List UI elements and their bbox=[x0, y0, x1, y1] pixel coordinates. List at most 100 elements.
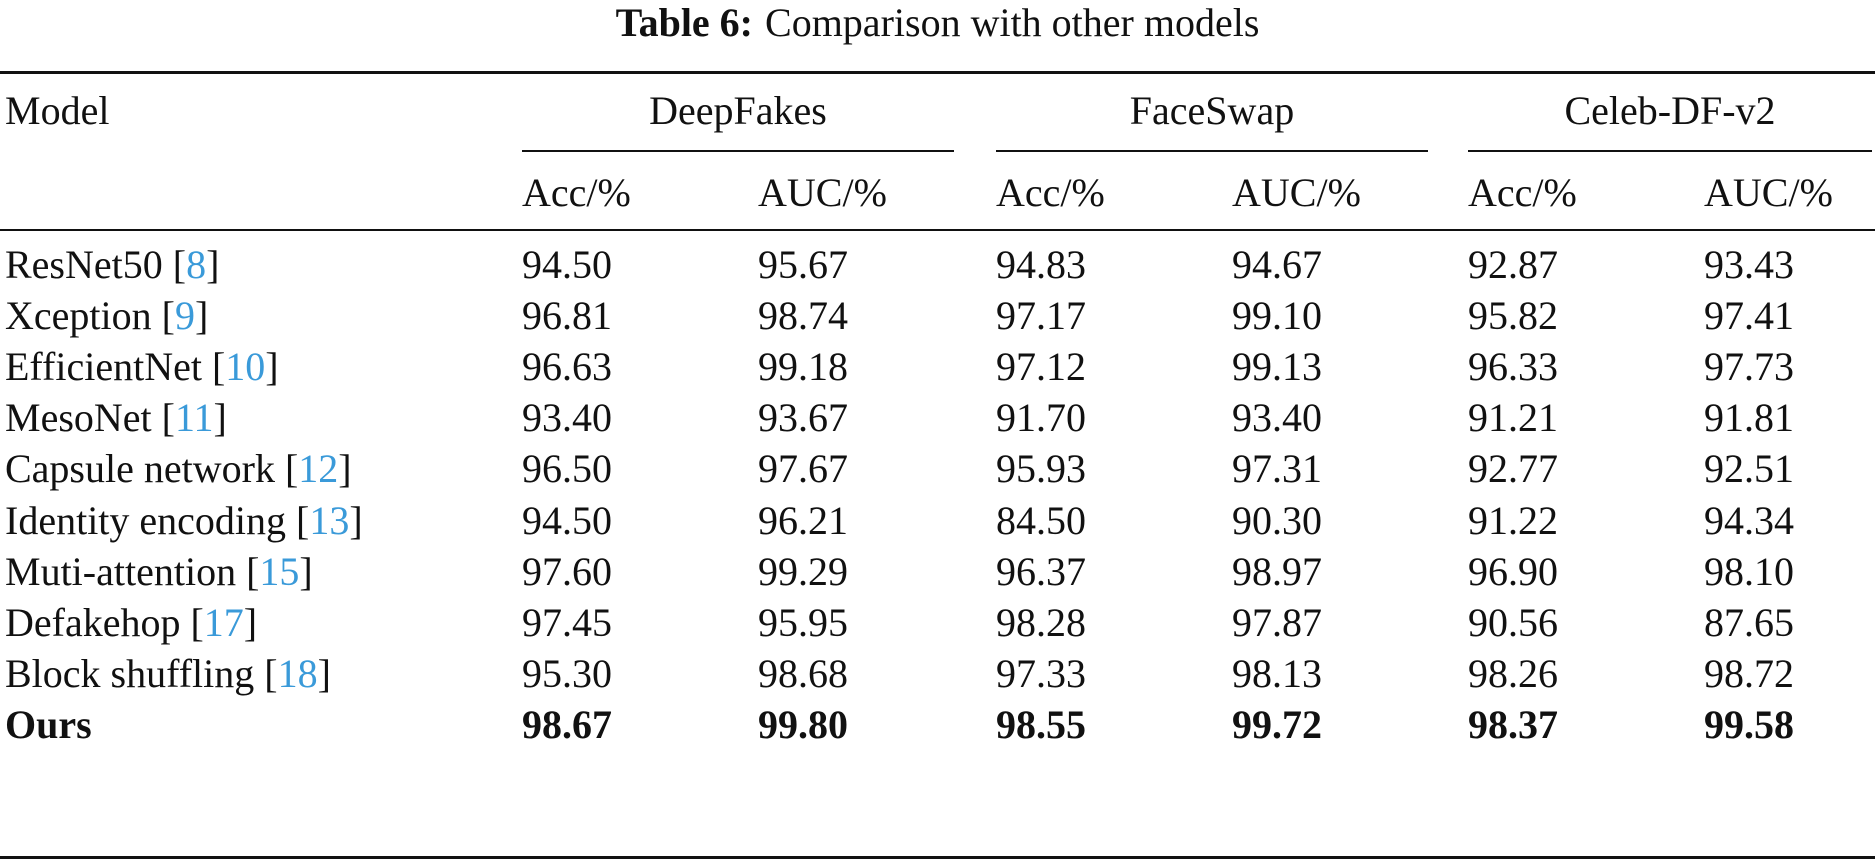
value-cell: 96.37 bbox=[996, 548, 1086, 594]
value-cell: 98.67 bbox=[522, 701, 612, 747]
citation-link[interactable]: 10 bbox=[225, 344, 266, 390]
value-cell: 94.83 bbox=[996, 242, 1086, 287]
bottom-rule bbox=[0, 856, 1875, 859]
model-name-cell: Identity encoding [13] bbox=[5, 498, 363, 544]
value-cell: 98.28 bbox=[996, 599, 1086, 645]
citation-link[interactable]: 17 bbox=[203, 599, 244, 645]
value-cell: 91.70 bbox=[996, 395, 1086, 441]
value-cell: 97.73 bbox=[1704, 344, 1794, 390]
value-cell: 96.63 bbox=[522, 344, 612, 390]
header-metric-auc: AUC/% bbox=[1704, 170, 1833, 215]
table-row: Block shuffling [18] 95.30 98.68 97.33 98.13… bbox=[0, 645, 1875, 706]
header-rule bbox=[0, 229, 1875, 231]
model-name-cell: EfficientNet [10] bbox=[5, 344, 279, 390]
model-name-cell: MesoNet [11] bbox=[5, 395, 227, 441]
value-cell: 98.97 bbox=[1232, 548, 1322, 594]
value-cell: 94.34 bbox=[1704, 497, 1794, 543]
value-cell: 93.40 bbox=[1232, 395, 1322, 441]
value-cell: 94.50 bbox=[522, 497, 612, 543]
ref-bracket-close: ] bbox=[194, 293, 209, 339]
header-group-celeb-df-v2: Celeb-DF-v2 bbox=[1564, 88, 1776, 133]
ref-bracket-close: ] bbox=[299, 548, 313, 594]
value-cell: 99.10 bbox=[1232, 293, 1322, 339]
table-caption: Table 6: Comparison with other models bbox=[0, 0, 1875, 46]
model-name-cell: Capsule network [12] bbox=[5, 446, 352, 492]
citation-link[interactable]: 11 bbox=[174, 395, 214, 441]
value-cell: 99.72 bbox=[1232, 701, 1322, 747]
header-metric-acc: Acc/% bbox=[1468, 170, 1577, 215]
table-row: EfficientNet [10] 96.63 99.18 97.12 99.13 96.… bbox=[0, 338, 1875, 399]
model-name: MesoNet bbox=[5, 395, 162, 441]
ref-bracket-close: ] bbox=[317, 650, 331, 696]
value-cell: 98.68 bbox=[758, 650, 848, 696]
value-cell: 94.67 bbox=[1232, 242, 1322, 287]
value-cell: 84.50 bbox=[996, 497, 1086, 543]
value-cell: 92.87 bbox=[1468, 242, 1558, 287]
citation-link[interactable]: 8 bbox=[186, 242, 207, 287]
header-metric-acc: Acc/% bbox=[996, 170, 1105, 215]
value-cell: 96.33 bbox=[1468, 344, 1558, 390]
citation-link[interactable]: 9 bbox=[174, 293, 195, 339]
value-cell: 91.21 bbox=[1468, 395, 1558, 441]
value-cell: 97.45 bbox=[522, 599, 612, 645]
value-cell: 97.33 bbox=[996, 650, 1086, 696]
ref-bracket-close: ] bbox=[338, 446, 352, 492]
value-cell: 96.21 bbox=[758, 497, 848, 543]
value-cell: 87.65 bbox=[1704, 599, 1794, 645]
model-name-cell: Ours bbox=[5, 702, 92, 748]
value-cell: 95.30 bbox=[522, 650, 612, 696]
value-cell: 99.18 bbox=[758, 344, 848, 390]
header-metric-acc: Acc/% bbox=[522, 170, 631, 215]
group-rule-faceswap bbox=[996, 150, 1428, 152]
model-name: Defakehop bbox=[5, 599, 191, 645]
ref-bracket-close: ] bbox=[265, 344, 279, 390]
model-name-cell: Xception [9] bbox=[5, 293, 208, 339]
citation-link[interactable]: 15 bbox=[259, 548, 300, 594]
table-row: ResNet50 [8] 94.50 95.67 94.83 94.67 92.87 93.… bbox=[0, 236, 1875, 297]
model-name: Xception bbox=[5, 293, 162, 339]
ref-bracket-open: [ bbox=[190, 599, 204, 645]
value-cell: 99.80 bbox=[758, 701, 848, 747]
value-cell: 95.95 bbox=[758, 599, 848, 645]
model-name: Capsule network bbox=[5, 446, 285, 492]
table-row: Identity encoding [13] 94.50 96.21 84.50 90.… bbox=[0, 492, 1875, 553]
header-metric-auc: AUC/% bbox=[1232, 170, 1361, 215]
value-cell: 90.56 bbox=[1468, 599, 1558, 645]
ref-bracket-close: ] bbox=[349, 497, 363, 543]
header-group-faceswap: FaceSwap bbox=[1129, 88, 1295, 133]
header-model: Model bbox=[5, 88, 110, 133]
value-cell: 98.13 bbox=[1232, 650, 1322, 696]
value-cell: 90.30 bbox=[1232, 497, 1322, 543]
value-cell: 96.81 bbox=[522, 293, 612, 339]
ref-bracket-open: [ bbox=[246, 548, 260, 594]
ref-bracket-open: [ bbox=[161, 395, 175, 441]
citation-link[interactable]: 12 bbox=[298, 446, 339, 492]
citation-link[interactable]: 13 bbox=[309, 497, 350, 543]
table-row: MesoNet [11] 93.40 93.67 91.70 93.40 91.21 91.… bbox=[0, 389, 1875, 450]
value-cell: 92.51 bbox=[1704, 446, 1794, 492]
model-name: Block shuffling bbox=[5, 650, 265, 696]
ref-bracket-close: ] bbox=[206, 242, 220, 287]
value-cell: 95.82 bbox=[1468, 293, 1558, 339]
value-cell: 97.31 bbox=[1232, 446, 1322, 492]
value-cell: 97.12 bbox=[996, 344, 1086, 390]
value-cell: 98.37 bbox=[1468, 701, 1558, 747]
value-cell: 99.58 bbox=[1704, 701, 1794, 747]
value-cell: 94.50 bbox=[522, 242, 612, 287]
value-cell: 97.87 bbox=[1232, 599, 1322, 645]
citation-link[interactable]: 18 bbox=[277, 650, 318, 696]
model-name: Identity encoding bbox=[5, 497, 297, 543]
ref-bracket-open: [ bbox=[264, 650, 278, 696]
model-name: ResNet50 bbox=[5, 242, 173, 287]
ref-bracket-close: ] bbox=[243, 599, 258, 645]
ref-bracket-open: [ bbox=[284, 446, 299, 492]
group-rule-deepfakes bbox=[522, 150, 954, 152]
table-row: Defakehop [17] 97.45 95.95 98.28 97.87 90.56 8… bbox=[0, 594, 1875, 655]
top-rule bbox=[0, 71, 1875, 74]
ref-bracket-open: [ bbox=[161, 293, 175, 339]
model-name: EfficientNet bbox=[5, 344, 212, 390]
value-cell: 98.26 bbox=[1468, 650, 1558, 696]
value-cell: 97.41 bbox=[1704, 293, 1794, 339]
table-row: Muti-attention [15] 97.60 99.29 96.37 98.97 9… bbox=[0, 543, 1875, 604]
value-cell: 93.67 bbox=[758, 395, 848, 441]
